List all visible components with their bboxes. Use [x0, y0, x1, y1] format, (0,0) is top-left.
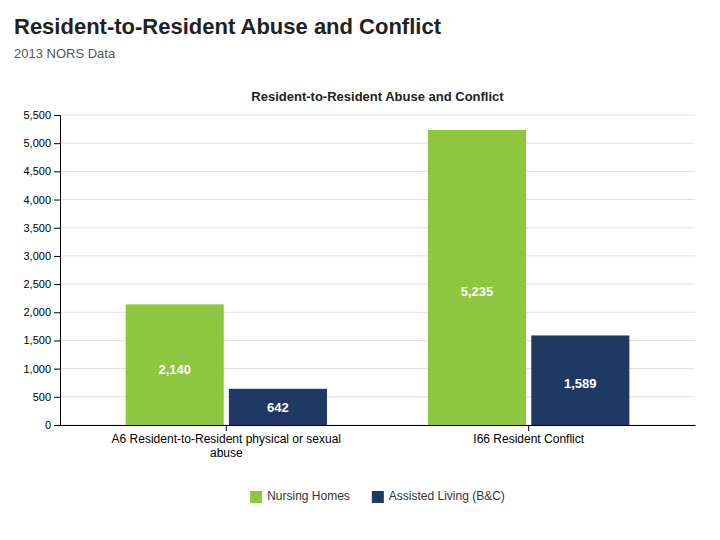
- axis-line: [61, 425, 696, 426]
- tick-label-line: abuse: [210, 446, 243, 460]
- series: [126, 130, 526, 425]
- tick: 3,000: [23, 250, 60, 262]
- tick-label: 1,000: [23, 363, 51, 375]
- tick-mark: [54, 228, 60, 229]
- legend-swatch: [372, 491, 384, 503]
- grid-line: [60, 199, 695, 200]
- tick-mark: [54, 425, 60, 426]
- tick: A6 Resident-to-Resident physical or sexu…: [112, 425, 341, 460]
- legend: Nursing Homes Assisted Living (B&C): [250, 489, 505, 503]
- grid-line: [60, 255, 695, 256]
- tick-mark: [54, 143, 60, 144]
- chart-title: Resident-to-Resident Abuse and Conflict: [251, 89, 504, 104]
- tick-label: 5,500: [23, 109, 51, 121]
- tick: 500: [33, 391, 60, 403]
- grid-line: [60, 115, 695, 116]
- tick: 2,000: [23, 306, 60, 318]
- tick-label: 3,500: [23, 222, 51, 234]
- tick: I66 Resident Conflict: [473, 425, 584, 446]
- bar: [229, 389, 327, 425]
- legend-item: Assisted Living (B&C): [372, 489, 505, 503]
- tick-mark: [54, 171, 60, 172]
- tick: 4,000: [23, 194, 60, 206]
- grid-line: [60, 143, 695, 144]
- tick: 5,000: [23, 137, 60, 149]
- title: Resident-to-Resident Abuse and Conflict: [14, 14, 442, 39]
- bar: [428, 130, 526, 425]
- tick-label: 0: [45, 419, 51, 431]
- bar: [126, 304, 224, 425]
- tick-label: 4,000: [23, 194, 51, 206]
- chart: Resident-to-Resident Abuse and Conflict 2…: [0, 0, 720, 540]
- subtitle: 2013 NORS Data: [14, 46, 116, 61]
- tick-mark: [54, 115, 60, 116]
- tick-label-line: I66 Resident Conflict: [473, 432, 584, 446]
- tick-mark: [54, 284, 60, 285]
- tick-label: 2,500: [23, 278, 51, 290]
- tick-label: I66 Resident Conflict: [473, 432, 584, 446]
- tick-mark: [54, 312, 60, 313]
- data-labels: 2,140 5,235 642 1,589: [158, 284, 596, 415]
- tick-mark: [54, 340, 60, 341]
- grid: [60, 115, 695, 425]
- data-label: 2,140: [158, 362, 191, 377]
- data-label: 5,235: [461, 284, 494, 299]
- tick-mark: [54, 397, 60, 398]
- tick: 1,000: [23, 363, 60, 375]
- plot: Resident-to-Resident Abuse and Conflict 2…: [23, 89, 695, 460]
- tick-label: A6 Resident-to-Resident physical or sexu…: [112, 432, 341, 460]
- legend-item: Nursing Homes: [250, 489, 350, 503]
- tick: 0: [45, 419, 60, 431]
- grid-line: [60, 171, 695, 172]
- tick: 3,500: [23, 222, 60, 234]
- tick: 2,500: [23, 278, 60, 290]
- tick: 1,500: [23, 334, 60, 346]
- data-label: 642: [267, 400, 289, 415]
- legend-swatch: [250, 491, 262, 503]
- tick-label: 2,000: [23, 306, 51, 318]
- bars: [126, 130, 630, 425]
- tick-label: 5,000: [23, 137, 51, 149]
- tick-mark: [54, 200, 60, 201]
- tick-mark: [528, 425, 529, 431]
- tick-mark: [54, 256, 60, 257]
- tick-label: 3,000: [23, 250, 51, 262]
- tick-mark: [54, 369, 60, 370]
- legend-label: Nursing Homes: [267, 489, 350, 503]
- tick-label: 4,500: [23, 165, 51, 177]
- grid-line: [60, 227, 695, 228]
- tick-label: 500: [33, 391, 51, 403]
- legend-label: Assisted Living (B&C): [389, 489, 505, 503]
- tick-label: 1,500: [23, 334, 51, 346]
- tick-label-line: A6 Resident-to-Resident physical or sexu…: [112, 432, 341, 446]
- x-axis: A6 Resident-to-Resident physical or sexu…: [61, 425, 696, 460]
- bar: [531, 335, 629, 425]
- data-label: 1,589: [564, 376, 597, 391]
- tick: 5,500: [23, 109, 60, 121]
- grid-line: [60, 284, 695, 285]
- tick-mark: [226, 425, 227, 431]
- series: [229, 335, 629, 425]
- axis-line: [54, 116, 61, 426]
- y-axis: 0 500 1,000 1,500 2,000 2,500 3,000 3,500 4,000 4…: [23, 109, 60, 431]
- tick: 4,500: [23, 165, 60, 177]
